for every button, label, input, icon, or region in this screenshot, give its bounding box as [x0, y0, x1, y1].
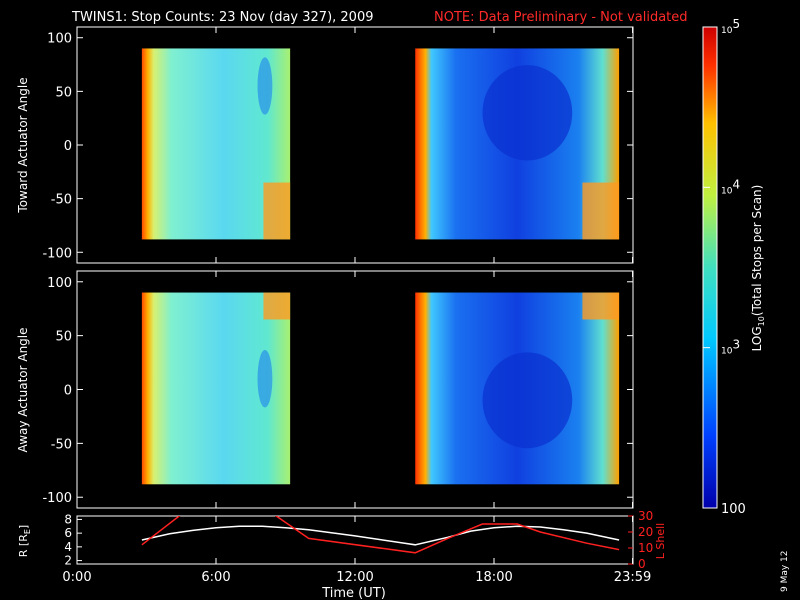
- y-tick-label: 50: [55, 85, 72, 100]
- y-tick-label: 4: [64, 540, 72, 554]
- y-tick-label: 0: [64, 139, 72, 154]
- panel-frame: [76, 515, 634, 565]
- toward-angle-ylabel: Toward Actuator Angle: [16, 77, 30, 213]
- colorbar-tick-label: 104: [721, 177, 740, 196]
- heatmap-edge: [263, 182, 291, 240]
- colorbar-tick-label: 105: [721, 17, 740, 36]
- away-angle-ylabel: Away Actuator Angle: [16, 327, 30, 452]
- preliminary-note: NOTE: Data Preliminary - Not validated: [434, 10, 688, 25]
- time-xlabel: Time (UT): [321, 586, 386, 600]
- toward-angle-panel: 100 50 0 -50 -100: [42, 26, 634, 264]
- x-tick-label: 6:00: [201, 570, 230, 585]
- r-ylabel: R [RE]: [17, 525, 32, 557]
- heatmap-edge: [582, 292, 620, 320]
- colorbar-tick-label: 103: [721, 338, 740, 357]
- heatmap-feature: [482, 352, 573, 449]
- y-tick-label: -50: [51, 437, 72, 452]
- away-angle-panel: 100 50 0 -50 -100: [42, 270, 634, 509]
- heatmap-edge: [582, 182, 620, 240]
- y-tick-label: 100: [47, 276, 72, 291]
- right-y-tick-label: 30: [638, 509, 653, 523]
- y-tick-label: -100: [42, 491, 72, 506]
- colorbar-label: LOG10(Total Stops per Scan): [750, 185, 766, 352]
- colorbar-tick-label: 100: [721, 502, 746, 517]
- x-tick-label: 23:59: [614, 570, 651, 585]
- heatmap-edge: [263, 292, 291, 320]
- colorbar-gradient: [702, 26, 718, 509]
- y-tick-label: -100: [42, 246, 72, 261]
- heatmap-feature: [482, 65, 573, 161]
- heatmap-feature: [257, 349, 273, 408]
- heatmap-feature: [257, 57, 273, 115]
- lshell-ylabel: L Shell: [654, 523, 667, 559]
- y-tick-label: 50: [55, 330, 72, 345]
- right-y-tick-label: 0: [638, 557, 646, 571]
- y-tick-label: 2: [64, 554, 72, 568]
- chart-title: TWINS1: Stop Counts: 23 Nov (day 327), 2…: [71, 10, 374, 25]
- x-tick-label: 18:00: [475, 570, 512, 585]
- colorbar: 105 104 103 100: [702, 17, 746, 517]
- y-tick-label: -50: [51, 193, 72, 208]
- y-tick-label: 0: [64, 384, 72, 399]
- y-tick-label: 8: [64, 512, 72, 526]
- y-tick-label: 100: [47, 32, 72, 47]
- date-stamp: 9 May 12: [780, 550, 790, 592]
- y-tick-label: 6: [64, 526, 72, 540]
- right-y-tick-label: 20: [638, 525, 653, 539]
- radius-line: [141, 525, 620, 546]
- x-tick-label: 12:00: [336, 570, 373, 585]
- x-tick-label: 0:00: [62, 570, 91, 585]
- lshell-line: [141, 516, 620, 554]
- right-y-tick-label: 10: [638, 541, 653, 555]
